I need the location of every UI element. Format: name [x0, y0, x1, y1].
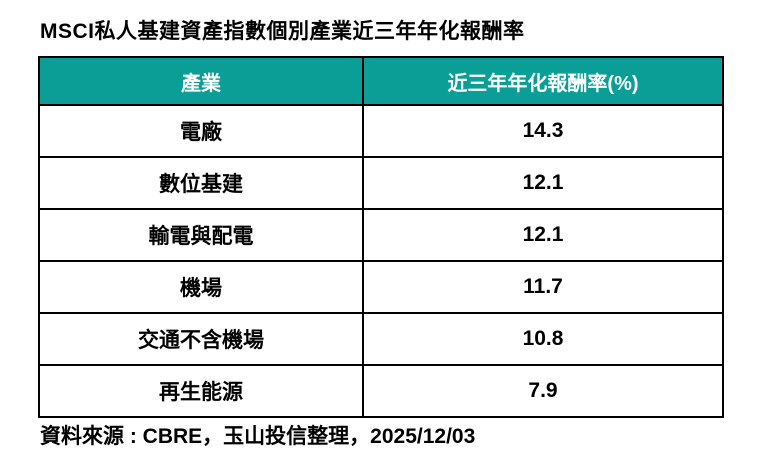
cell-industry: 再生能源	[38, 364, 364, 418]
table-row: 數位基建 12.1	[38, 156, 724, 210]
table-row: 輸電與配電 12.1	[38, 208, 724, 262]
returns-table: 產業 近三年年化報酬率(%) 電廠 14.3 數位基建 12.1 輸電與配電 1…	[38, 56, 724, 418]
table-header-row: 產業 近三年年化報酬率(%)	[38, 56, 724, 106]
cell-industry: 交通不含機場	[38, 312, 364, 366]
page-title: MSCI私人基建資產指數個別產業近三年年化報酬率	[40, 20, 525, 43]
cell-return: 11.7	[362, 260, 724, 314]
source-note: 資料來源 : CBRE，玉山投信整理，2025/12/03	[40, 425, 476, 448]
table-body: 電廠 14.3 數位基建 12.1 輸電與配電 12.1 機場 11.7 交通不…	[38, 104, 724, 418]
cell-industry: 機場	[38, 260, 364, 314]
table-row: 交通不含機場 10.8	[38, 312, 724, 366]
cell-return: 12.1	[362, 156, 724, 210]
table-header: 產業 近三年年化報酬率(%)	[38, 56, 724, 106]
table-row: 電廠 14.3	[38, 104, 724, 158]
column-header-industry: 產業	[38, 56, 364, 106]
cell-return: 14.3	[362, 104, 724, 158]
cell-return: 7.9	[362, 364, 724, 418]
cell-return: 12.1	[362, 208, 724, 262]
column-header-return: 近三年年化報酬率(%)	[362, 56, 724, 106]
cell-return: 10.8	[362, 312, 724, 366]
table-row: 機場 11.7	[38, 260, 724, 314]
table-row: 再生能源 7.9	[38, 364, 724, 418]
cell-industry: 電廠	[38, 104, 364, 158]
cell-industry: 數位基建	[38, 156, 364, 210]
cell-industry: 輸電與配電	[38, 208, 364, 262]
